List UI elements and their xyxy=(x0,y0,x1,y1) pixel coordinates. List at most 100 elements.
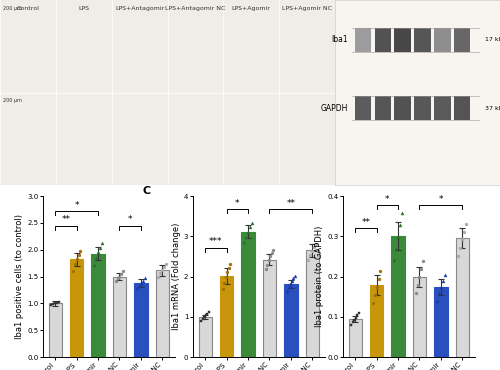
Bar xyxy=(198,317,212,357)
Point xyxy=(225,265,233,271)
Point xyxy=(202,312,210,318)
Point xyxy=(286,281,294,287)
Bar xyxy=(454,28,470,52)
Point xyxy=(376,268,384,273)
Point xyxy=(112,278,120,284)
Point xyxy=(51,300,59,306)
Text: **: ** xyxy=(62,215,70,224)
Bar xyxy=(92,253,104,357)
Text: *: * xyxy=(128,215,132,224)
Point xyxy=(205,309,213,315)
Point xyxy=(199,316,207,322)
Point xyxy=(304,257,312,263)
Point xyxy=(416,275,424,280)
Bar xyxy=(394,28,411,52)
Text: LPS+Agomir: LPS+Agomir xyxy=(232,6,270,11)
Point xyxy=(390,258,398,263)
Point xyxy=(418,266,426,272)
Bar xyxy=(456,238,469,357)
Bar xyxy=(434,28,450,52)
Text: 37 kDa: 37 kDa xyxy=(485,106,500,111)
Point xyxy=(441,272,449,278)
Text: **: ** xyxy=(286,199,296,208)
Point xyxy=(420,258,428,264)
Point xyxy=(116,274,124,280)
Bar xyxy=(113,277,126,357)
Bar xyxy=(454,96,470,120)
Point xyxy=(96,245,104,250)
Bar xyxy=(414,96,430,120)
Point xyxy=(392,246,400,252)
Point xyxy=(398,210,406,216)
Point xyxy=(262,266,270,272)
Bar xyxy=(306,250,319,357)
Point xyxy=(435,290,443,296)
Point xyxy=(460,229,468,235)
Point xyxy=(312,240,320,246)
Bar xyxy=(263,260,276,357)
Point xyxy=(270,248,278,253)
Point xyxy=(349,319,357,324)
Point xyxy=(158,267,166,273)
Point xyxy=(350,317,358,323)
Point xyxy=(160,264,168,270)
Point xyxy=(72,256,80,262)
Point xyxy=(139,278,147,284)
Text: GAPDH: GAPDH xyxy=(321,104,348,113)
Bar xyxy=(434,96,450,120)
Bar xyxy=(156,270,169,357)
Bar xyxy=(394,96,411,120)
Point xyxy=(244,229,252,235)
Bar xyxy=(242,232,254,357)
Point xyxy=(437,284,445,290)
Text: **: ** xyxy=(362,218,370,227)
Point xyxy=(348,322,356,328)
Text: LPS+Antagomir NC: LPS+Antagomir NC xyxy=(165,6,226,11)
Point xyxy=(372,284,380,290)
Y-axis label: Iba1 positive cells (to control): Iba1 positive cells (to control) xyxy=(16,214,24,339)
Point xyxy=(218,286,226,292)
Point xyxy=(414,282,422,288)
Point xyxy=(374,276,382,282)
Point xyxy=(306,252,314,258)
Text: 17 kDa: 17 kDa xyxy=(485,37,500,42)
Point xyxy=(266,253,274,259)
Text: 200 μm: 200 μm xyxy=(4,98,22,103)
Point xyxy=(224,269,232,275)
Point xyxy=(454,253,462,259)
Text: 200 μm: 200 μm xyxy=(4,6,22,11)
Y-axis label: Iba1 mRNA (Fold change): Iba1 mRNA (Fold change) xyxy=(172,223,181,330)
Bar xyxy=(284,284,298,357)
Point xyxy=(135,283,143,289)
Point xyxy=(354,312,362,318)
Bar xyxy=(355,28,372,52)
Point xyxy=(264,258,272,263)
Point xyxy=(198,318,205,324)
Point xyxy=(70,261,78,267)
Point xyxy=(240,239,248,245)
Point xyxy=(289,275,297,281)
Point xyxy=(118,271,126,277)
Point xyxy=(49,301,57,307)
Point xyxy=(291,273,299,279)
Text: C: C xyxy=(142,186,150,196)
Point xyxy=(222,274,230,280)
Point xyxy=(412,290,420,296)
Text: LPS+Agomir NC: LPS+Agomir NC xyxy=(282,6,332,11)
Point xyxy=(120,268,128,274)
Point xyxy=(439,278,447,283)
Point xyxy=(162,261,170,267)
Text: *: * xyxy=(385,195,390,204)
Bar xyxy=(374,28,391,52)
Point xyxy=(284,285,292,290)
Point xyxy=(368,300,376,306)
Text: Iba1: Iba1 xyxy=(332,35,348,44)
Point xyxy=(396,222,404,228)
Point xyxy=(94,249,102,255)
Point xyxy=(248,221,256,226)
Text: LPS+Antagomir: LPS+Antagomir xyxy=(115,6,164,11)
Point xyxy=(133,285,141,291)
Bar xyxy=(48,303,62,357)
Bar xyxy=(413,276,426,357)
Bar xyxy=(374,96,391,120)
